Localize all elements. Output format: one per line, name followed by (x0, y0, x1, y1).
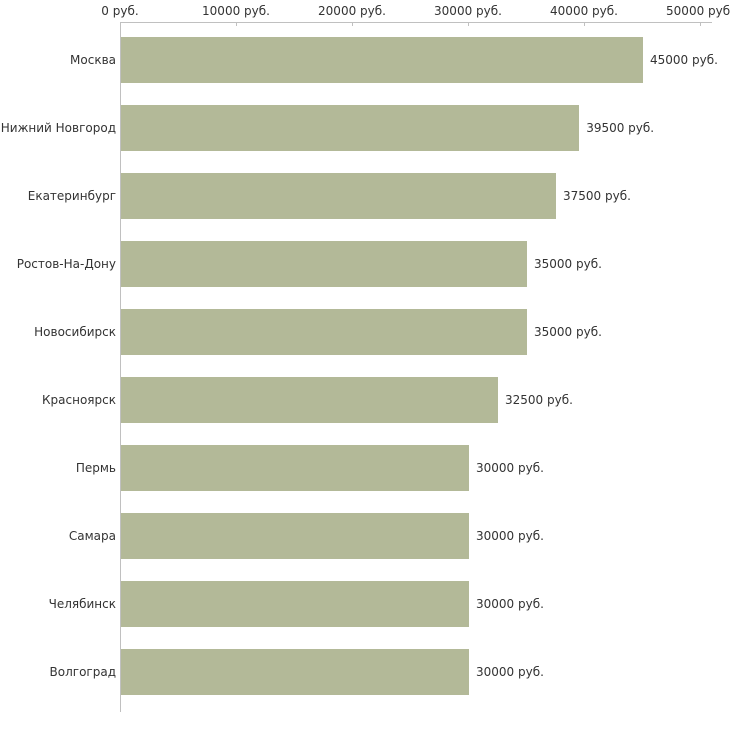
category-label: Пермь (75, 461, 116, 475)
bar (121, 37, 643, 83)
bar (121, 513, 469, 559)
x-axis-line (120, 22, 712, 23)
x-tick-label: 20000 руб. (318, 4, 386, 18)
bar (121, 445, 469, 491)
category-label: Москва (70, 53, 116, 67)
bar (121, 105, 579, 151)
bar-value-label: 30000 руб. (476, 597, 544, 611)
bar-value-label: 35000 руб. (534, 257, 602, 271)
bar (121, 309, 527, 355)
bar (121, 581, 469, 627)
x-tick-mark (236, 22, 237, 26)
x-tick-mark (120, 22, 121, 26)
x-tick-mark (584, 22, 585, 26)
bar (121, 241, 527, 287)
bar-value-label: 30000 руб. (476, 529, 544, 543)
x-tick-mark (468, 22, 469, 26)
bar-value-label: 35000 руб. (534, 325, 602, 339)
category-label: Ростов-На-Дону (16, 257, 116, 271)
bar (121, 649, 469, 695)
x-tick-label: 30000 руб. (434, 4, 502, 18)
category-label: Екатеринбург (27, 189, 116, 203)
x-tick-mark (352, 22, 353, 26)
y-axis-line (120, 22, 121, 712)
x-tick-label: 0 руб. (101, 4, 139, 18)
x-tick-label: 50000 руб. (666, 4, 730, 18)
x-tick-label: 40000 руб. (550, 4, 618, 18)
bar-value-label: 30000 руб. (476, 461, 544, 475)
category-label: Новосибирск (34, 325, 116, 339)
bar-value-label: 39500 руб. (586, 121, 655, 135)
x-tick-mark (700, 22, 701, 26)
x-tick-label: 10000 руб. (202, 4, 270, 18)
category-label: Нижний Новгород (0, 121, 116, 135)
category-label: Красноярск (42, 393, 116, 407)
bar (121, 173, 556, 219)
bar-value-label: 30000 руб. (476, 665, 544, 679)
category-label: Волгоград (49, 665, 116, 679)
bar-value-label: 45000 руб. (650, 53, 718, 67)
bar-value-label: 32500 руб. (505, 393, 573, 407)
bar-value-label: 37500 руб. (563, 189, 631, 203)
bar (121, 377, 498, 423)
category-label: Самара (68, 529, 116, 543)
category-label: Челябинск (48, 597, 116, 611)
